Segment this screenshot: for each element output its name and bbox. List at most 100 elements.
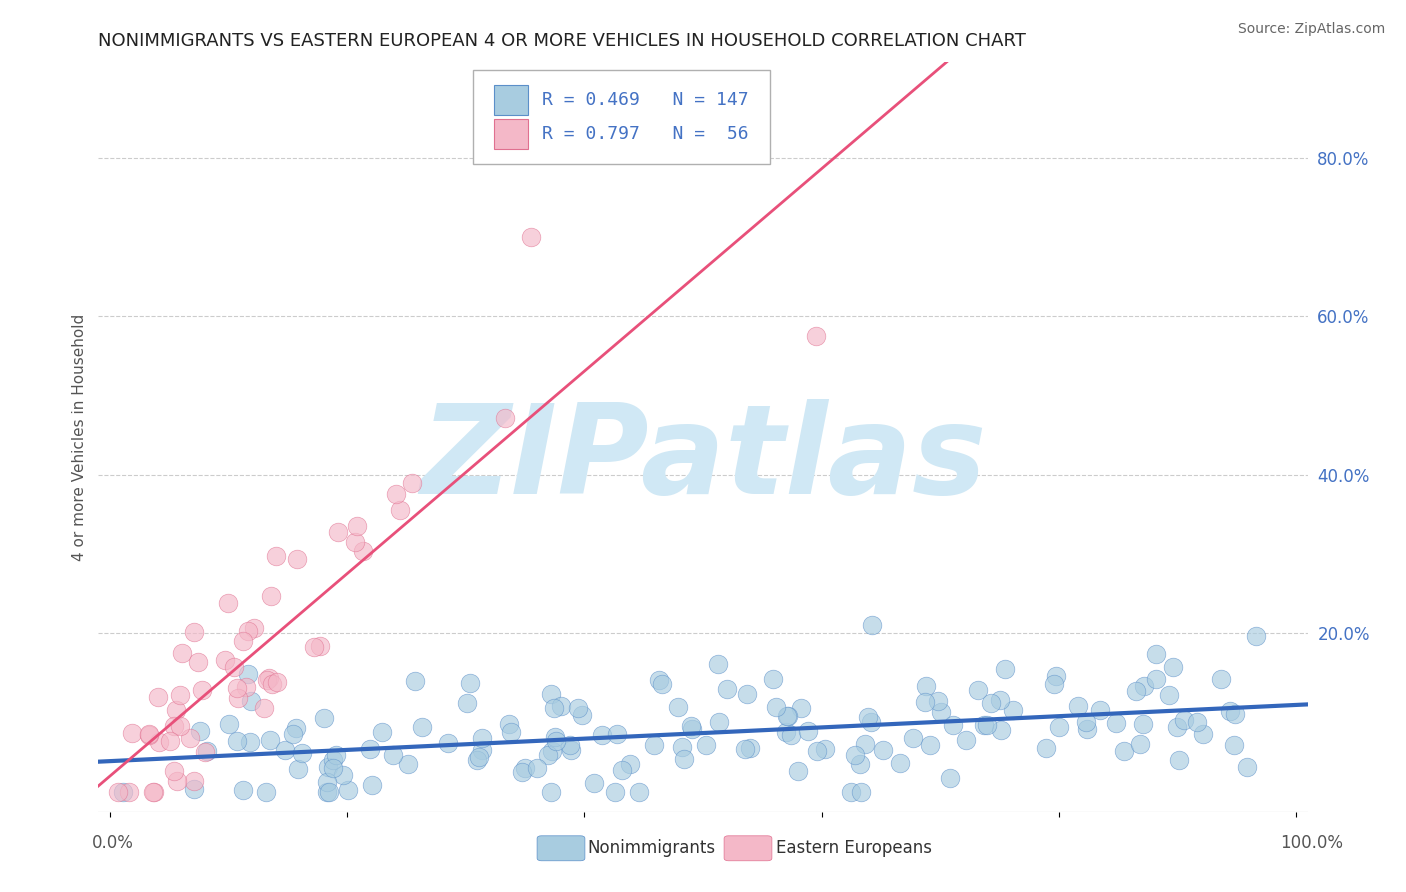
Point bbox=[735, 687, 758, 701]
Point bbox=[253, 701, 276, 715]
Point bbox=[285, 722, 308, 736]
Point bbox=[382, 747, 405, 762]
Point bbox=[183, 625, 205, 640]
Point bbox=[1129, 737, 1152, 751]
Point bbox=[146, 690, 169, 705]
Point bbox=[346, 519, 368, 533]
Point bbox=[361, 778, 384, 792]
Point bbox=[322, 761, 344, 775]
Point bbox=[172, 646, 194, 660]
Point bbox=[672, 752, 695, 766]
Text: 100.0%: 100.0% bbox=[1279, 834, 1343, 852]
Point bbox=[283, 727, 305, 741]
Point bbox=[336, 783, 359, 797]
Point bbox=[955, 733, 977, 747]
Point bbox=[571, 708, 593, 723]
Point bbox=[194, 745, 217, 759]
Point bbox=[291, 746, 314, 760]
Point bbox=[1114, 744, 1136, 758]
Point bbox=[138, 727, 160, 741]
Point bbox=[1192, 727, 1215, 741]
Point bbox=[316, 774, 339, 789]
Point bbox=[228, 691, 250, 706]
Point bbox=[567, 700, 589, 714]
Point bbox=[169, 688, 191, 702]
Point bbox=[471, 743, 494, 757]
Point bbox=[619, 756, 641, 771]
Point bbox=[142, 785, 165, 799]
Text: Source: ZipAtlas.com: Source: ZipAtlas.com bbox=[1237, 22, 1385, 37]
Point bbox=[990, 723, 1012, 737]
Point bbox=[1157, 688, 1180, 702]
Text: R = 0.797   N =  56: R = 0.797 N = 56 bbox=[543, 125, 749, 143]
Point bbox=[143, 785, 166, 799]
Point bbox=[370, 724, 392, 739]
Point bbox=[259, 733, 281, 747]
Point bbox=[546, 734, 568, 748]
Point bbox=[501, 725, 523, 739]
Text: 0.0%: 0.0% bbox=[91, 834, 134, 852]
Point bbox=[558, 738, 581, 752]
Point bbox=[844, 748, 866, 763]
Point bbox=[849, 757, 872, 772]
Point bbox=[468, 749, 491, 764]
Point bbox=[648, 673, 671, 687]
Point bbox=[163, 764, 186, 778]
Point bbox=[612, 763, 634, 777]
Point bbox=[1244, 630, 1267, 644]
Point bbox=[1133, 679, 1156, 693]
Point bbox=[188, 723, 211, 738]
Text: Nonimmigrants: Nonimmigrants bbox=[588, 839, 716, 857]
Point bbox=[560, 743, 582, 757]
Point bbox=[513, 761, 536, 775]
Point bbox=[1236, 759, 1258, 773]
Point bbox=[1001, 703, 1024, 717]
Point bbox=[994, 662, 1017, 676]
Point bbox=[796, 724, 818, 739]
Point bbox=[322, 753, 344, 767]
Point bbox=[1222, 739, 1244, 753]
Point bbox=[456, 696, 478, 710]
Point bbox=[264, 549, 287, 564]
Point bbox=[1088, 703, 1111, 717]
Point bbox=[458, 675, 481, 690]
Text: R = 0.469   N = 147: R = 0.469 N = 147 bbox=[543, 91, 749, 109]
Point bbox=[849, 785, 872, 799]
Point bbox=[707, 715, 730, 730]
Point bbox=[591, 728, 613, 742]
Point bbox=[243, 621, 266, 635]
Point bbox=[148, 735, 170, 749]
Point bbox=[494, 410, 516, 425]
Point bbox=[537, 748, 560, 763]
Point bbox=[776, 709, 799, 723]
Point bbox=[217, 596, 239, 610]
Point bbox=[326, 525, 349, 540]
Point bbox=[404, 673, 426, 688]
Point bbox=[628, 785, 651, 799]
Point bbox=[1076, 722, 1098, 736]
Point bbox=[259, 589, 281, 603]
Point bbox=[1045, 669, 1067, 683]
Point bbox=[1132, 717, 1154, 731]
Point bbox=[1166, 720, 1188, 734]
Point bbox=[159, 733, 181, 747]
Point bbox=[583, 776, 606, 790]
Point bbox=[359, 742, 381, 756]
Point bbox=[274, 743, 297, 757]
Point bbox=[238, 624, 260, 639]
Point bbox=[706, 657, 728, 671]
Point bbox=[287, 762, 309, 776]
Point bbox=[605, 785, 627, 799]
Text: ZIPatlas: ZIPatlas bbox=[420, 399, 986, 520]
Point bbox=[285, 551, 308, 566]
Point bbox=[520, 230, 543, 244]
Point bbox=[510, 764, 533, 779]
Point bbox=[929, 705, 952, 719]
Point bbox=[195, 744, 218, 758]
Point bbox=[224, 660, 246, 674]
Point bbox=[804, 329, 827, 343]
Point bbox=[1042, 676, 1064, 690]
Point bbox=[218, 717, 240, 731]
Point bbox=[302, 640, 325, 654]
Point bbox=[540, 785, 562, 799]
